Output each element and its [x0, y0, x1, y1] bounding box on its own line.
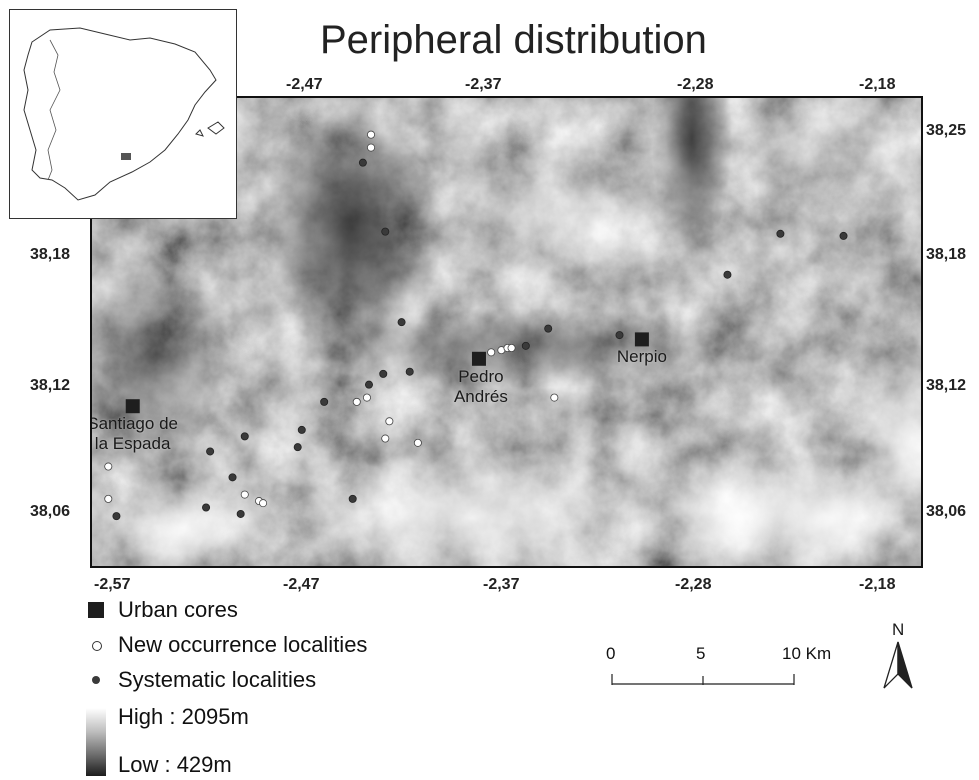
systematic-locality-point	[723, 270, 732, 279]
new-locality-point	[240, 490, 249, 499]
inset-svg	[23, 27, 225, 201]
new-locality-point	[104, 494, 113, 503]
iberian-peninsula-outline	[23, 27, 217, 201]
systematic-locality-point	[228, 473, 237, 482]
y-tick-right: 38,18	[926, 246, 967, 263]
legend-systematic: Systematic localities	[118, 667, 317, 692]
systematic-locality-point	[348, 494, 357, 503]
town-label: Pedro Andrés	[454, 367, 508, 407]
systematic-locality-point	[236, 509, 245, 518]
map-title: Peripheral distribution	[320, 18, 707, 62]
x-tick-bottom: -2,37	[483, 576, 520, 593]
systematic-locality-point	[381, 227, 390, 236]
x-tick-top: -2,47	[286, 76, 323, 93]
border-line	[47, 39, 61, 181]
north-arrow-icon	[883, 641, 913, 689]
systematic-locality-point	[397, 318, 406, 327]
systematic-locality-point	[320, 397, 329, 406]
systematic-locality-point	[405, 367, 414, 376]
elevation-color-ramp	[86, 708, 106, 776]
systematic-locality-point	[297, 425, 306, 434]
town-label-line: Santiago de	[90, 414, 178, 434]
y-tick-left: 38,18	[30, 246, 71, 263]
systematic-locality-point	[358, 158, 367, 167]
scale-label: 10 Km	[782, 644, 832, 663]
y-tick-left: 38,06	[30, 503, 71, 520]
systematic-locality-point	[521, 341, 530, 350]
x-tick-bottom: -2,28	[675, 576, 712, 593]
systematic-locality-point	[206, 447, 215, 456]
new-locality-point	[487, 348, 496, 357]
new-locality-point	[507, 344, 516, 353]
systematic-locality-point	[776, 229, 785, 238]
new-locality-point	[259, 499, 268, 508]
new-locality-point	[104, 462, 113, 471]
systematic-locality-point	[615, 331, 624, 340]
systematic-locality-point	[544, 324, 553, 333]
systematic-locality-point	[202, 503, 211, 512]
x-tick-bottom: -2,57	[94, 576, 131, 593]
new-locality-legend-icon	[92, 641, 102, 651]
new-locality-point	[550, 393, 559, 402]
town-label-line: Pedro	[458, 366, 504, 386]
x-tick-bottom: -2,47	[283, 576, 320, 593]
north-label: N	[892, 620, 905, 639]
new-locality-point	[352, 397, 361, 406]
x-tick-bottom: -2,18	[859, 576, 896, 593]
systematic-locality-point	[364, 380, 373, 389]
new-locality-point	[367, 143, 376, 152]
systematic-locality-point	[240, 432, 249, 441]
legend-low: Low : 429m	[118, 752, 232, 777]
urban-core-marker	[471, 351, 486, 366]
scale-label: 0	[606, 644, 616, 663]
systematic-locality-point	[112, 512, 121, 521]
urban-core-marker	[125, 399, 140, 414]
new-locality-point	[381, 434, 390, 443]
systematic-locality-point	[293, 443, 302, 452]
systematic-locality-point	[379, 369, 388, 378]
legend-urban: Urban cores	[118, 597, 238, 622]
new-locality-point	[413, 438, 422, 447]
new-locality-point	[367, 130, 376, 139]
town-label-line: Nerpio	[616, 347, 667, 367]
study-area-marker	[121, 153, 131, 160]
town-label-line: Andrés	[453, 386, 508, 406]
legend-new: New occurrence localities	[118, 632, 368, 657]
y-tick-right: 38,06	[926, 503, 967, 520]
systematic-locality-legend-icon	[92, 676, 100, 684]
y-tick-right: 38,25	[926, 122, 967, 139]
y-tick-left: 38,12	[30, 377, 71, 394]
urban-core-marker	[634, 332, 649, 347]
town-label: Nerpio	[617, 347, 667, 367]
legend-high: High : 2095m	[118, 704, 249, 729]
urban-core-legend-icon	[88, 602, 104, 618]
y-tick-right: 38,12	[926, 377, 967, 394]
x-tick-top: -2,18	[859, 76, 896, 93]
town-label: Santiago de la Espada	[90, 414, 178, 454]
new-locality-point	[362, 393, 371, 402]
systematic-locality-point	[839, 231, 848, 240]
inset-locator-map	[9, 9, 237, 219]
town-label-line: la Espada	[94, 434, 171, 454]
new-locality-point	[385, 417, 394, 426]
scale-label: 5	[696, 644, 706, 663]
x-tick-top: -2,37	[465, 76, 502, 93]
scale-bar	[611, 674, 795, 685]
x-tick-top: -2,28	[677, 76, 714, 93]
balearic-islands	[195, 121, 225, 137]
